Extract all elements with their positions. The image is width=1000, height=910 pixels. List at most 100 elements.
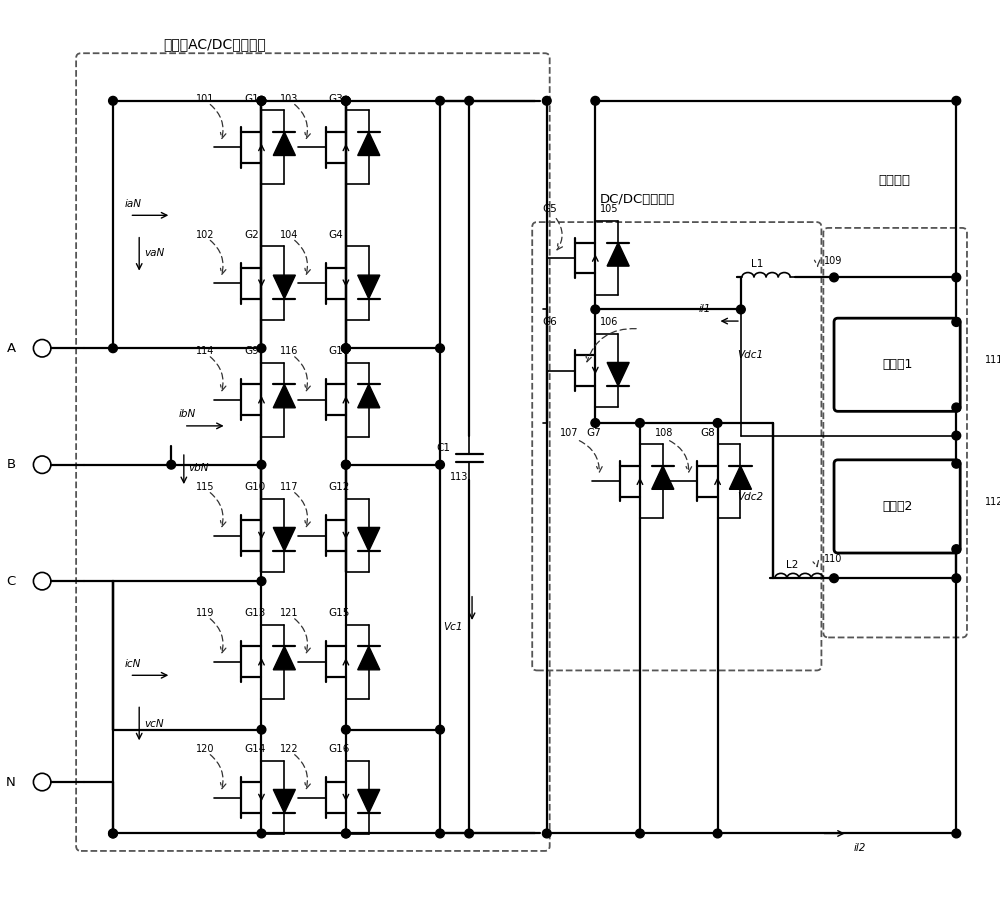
Text: Vc1: Vc1 <box>443 622 462 632</box>
Circle shape <box>436 96 444 106</box>
Circle shape <box>257 577 266 585</box>
Polygon shape <box>273 384 295 408</box>
Polygon shape <box>273 646 295 670</box>
Text: L1: L1 <box>751 258 763 268</box>
Circle shape <box>109 96 117 106</box>
Circle shape <box>342 344 350 352</box>
Circle shape <box>591 96 600 106</box>
Circle shape <box>167 460 176 469</box>
Circle shape <box>109 829 117 838</box>
Circle shape <box>436 829 444 838</box>
Circle shape <box>830 574 838 582</box>
Circle shape <box>713 419 722 428</box>
Text: 储能模块: 储能模块 <box>878 174 910 187</box>
Text: 113: 113 <box>450 472 468 482</box>
Circle shape <box>542 96 551 106</box>
Text: 120: 120 <box>195 744 214 754</box>
Circle shape <box>257 96 266 106</box>
Polygon shape <box>358 646 380 670</box>
Text: 114: 114 <box>195 346 214 356</box>
Text: il2: il2 <box>853 843 866 853</box>
Circle shape <box>952 96 961 106</box>
Circle shape <box>109 829 117 838</box>
Text: 112: 112 <box>985 497 1000 507</box>
Text: A: A <box>7 342 16 355</box>
Polygon shape <box>652 466 674 490</box>
Circle shape <box>952 829 961 838</box>
Circle shape <box>736 305 745 314</box>
Circle shape <box>342 460 350 469</box>
Circle shape <box>465 96 474 106</box>
Polygon shape <box>358 528 380 551</box>
Text: G14: G14 <box>244 744 265 754</box>
Text: 107: 107 <box>560 428 579 438</box>
Text: ibN: ibN <box>179 410 196 420</box>
Text: vaN: vaN <box>144 248 164 258</box>
Text: 储能体1: 储能体1 <box>882 359 912 371</box>
Text: 117: 117 <box>280 482 298 492</box>
Text: vcN: vcN <box>144 719 164 729</box>
FancyBboxPatch shape <box>834 318 960 411</box>
Text: 103: 103 <box>280 94 298 104</box>
Circle shape <box>257 96 266 106</box>
Text: C: C <box>6 574 16 588</box>
Text: G1: G1 <box>244 94 259 104</box>
Circle shape <box>830 273 838 282</box>
Circle shape <box>636 829 644 838</box>
Polygon shape <box>607 362 629 386</box>
Circle shape <box>952 403 961 412</box>
Text: G13: G13 <box>244 608 265 618</box>
Text: 110: 110 <box>824 554 843 564</box>
Circle shape <box>952 460 961 468</box>
Text: Vdc2: Vdc2 <box>737 491 763 501</box>
Text: vbN: vbN <box>189 462 209 472</box>
Text: il1: il1 <box>698 305 711 315</box>
Text: G2: G2 <box>244 229 259 239</box>
Circle shape <box>257 829 266 838</box>
FancyBboxPatch shape <box>834 460 960 553</box>
Text: 分相式AC/DC变换模块: 分相式AC/DC变换模块 <box>164 37 266 52</box>
Text: G11: G11 <box>328 346 350 356</box>
Polygon shape <box>358 384 380 408</box>
Text: 121: 121 <box>280 608 298 618</box>
Circle shape <box>952 574 961 582</box>
Circle shape <box>465 829 474 838</box>
Text: 104: 104 <box>280 229 298 239</box>
Text: G10: G10 <box>244 482 265 492</box>
Text: Vdc1: Vdc1 <box>737 350 763 360</box>
Polygon shape <box>729 466 752 490</box>
Text: 储能体2: 储能体2 <box>882 500 912 513</box>
Circle shape <box>591 419 600 428</box>
Circle shape <box>342 96 350 106</box>
Text: 102: 102 <box>195 229 214 239</box>
Polygon shape <box>358 275 380 298</box>
Text: 111: 111 <box>985 355 1000 365</box>
Circle shape <box>257 460 266 469</box>
Text: G9: G9 <box>244 346 259 356</box>
Circle shape <box>342 460 350 469</box>
Text: G15: G15 <box>328 608 350 618</box>
Text: 108: 108 <box>654 428 673 438</box>
Text: 119: 119 <box>195 608 214 618</box>
Polygon shape <box>358 790 380 813</box>
Polygon shape <box>273 132 295 156</box>
Text: L2: L2 <box>786 560 798 570</box>
Text: G5: G5 <box>542 205 557 215</box>
Circle shape <box>952 273 961 282</box>
Text: 106: 106 <box>600 317 619 327</box>
Circle shape <box>342 829 350 838</box>
Text: 101: 101 <box>195 94 214 104</box>
Circle shape <box>952 431 961 440</box>
Text: DC/DC变换模块: DC/DC变换模块 <box>599 193 675 207</box>
Circle shape <box>342 344 350 352</box>
Polygon shape <box>273 275 295 298</box>
Circle shape <box>636 419 644 428</box>
Text: iaN: iaN <box>125 198 142 208</box>
Circle shape <box>257 96 266 106</box>
Circle shape <box>257 344 266 352</box>
Polygon shape <box>607 242 629 266</box>
Text: G12: G12 <box>328 482 350 492</box>
Circle shape <box>436 460 444 469</box>
Text: G8: G8 <box>700 428 715 438</box>
Text: N: N <box>6 775 16 789</box>
